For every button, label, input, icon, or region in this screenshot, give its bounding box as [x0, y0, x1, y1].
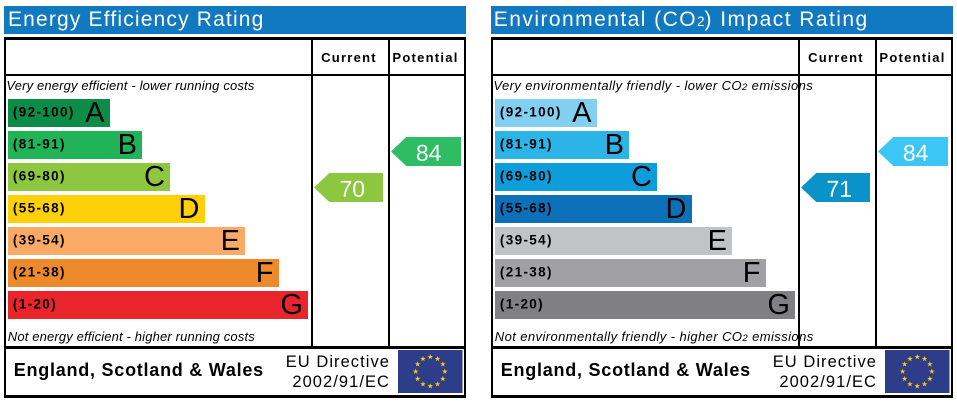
- svg-text:70: 70: [340, 175, 366, 201]
- svg-text:71: 71: [827, 175, 853, 201]
- svg-text:84: 84: [416, 139, 442, 165]
- svg-text:84: 84: [903, 139, 929, 165]
